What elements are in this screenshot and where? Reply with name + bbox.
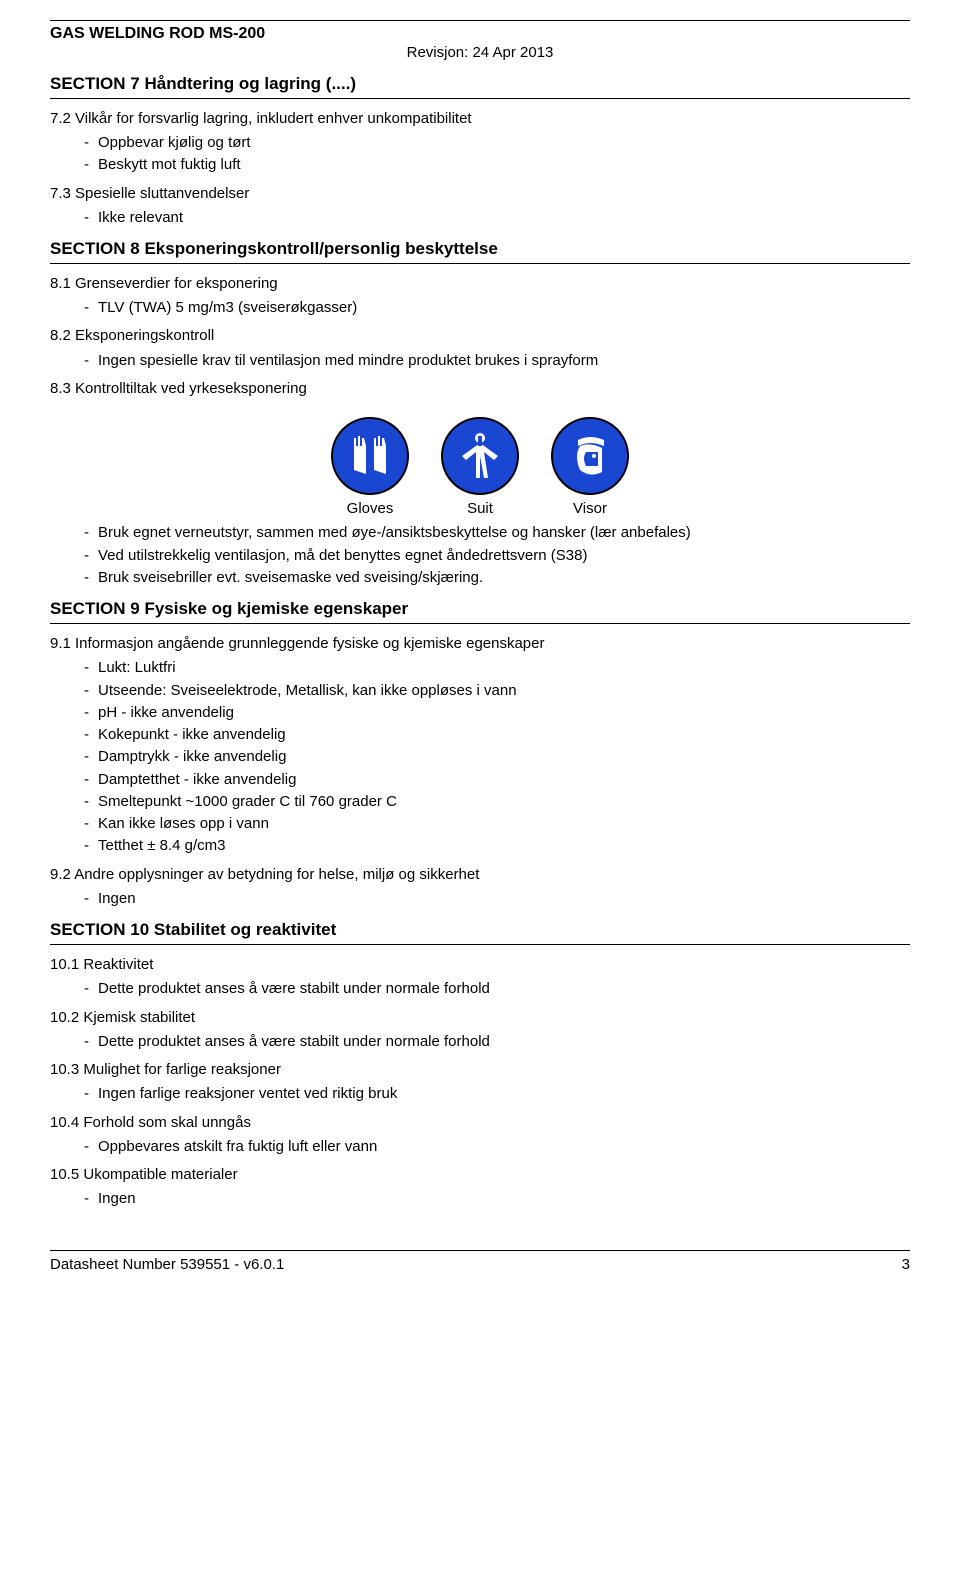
top-rule [50,20,910,21]
list-item: Lukt: Luktfri [84,658,910,678]
list-item: Ikke relevant [84,208,910,228]
subsection-10-3: 10.3 Mulighet for farlige reaksjoner [50,1060,910,1080]
visor-icon [551,417,629,495]
list-item: Ingen farlige reaksjoner ventet ved rikt… [84,1084,910,1104]
ppe-icon-visor: Visor [551,417,629,519]
subsection-9-1: 9.1 Informasjon angående grunnleggende f… [50,634,910,654]
list-item: Ingen [84,889,910,909]
list-item: Smeltepunkt ~1000 grader C til 760 grade… [84,792,910,812]
list-7-3: Ikke relevant [84,208,910,228]
icon-label: Visor [573,499,607,519]
page-number: 3 [902,1255,910,1275]
ppe-icon-gloves: Gloves [331,417,409,519]
list-item: Utseende: Sveiseelektrode, Metallisk, ka… [84,681,910,701]
subsection-8-2: 8.2 Eksponeringskontroll [50,326,910,346]
list-item: Dette produktet anses å være stabilt und… [84,979,910,999]
subsection-7-3: 7.3 Spesielle sluttanvendelser [50,184,910,204]
list-item: TLV (TWA) 5 mg/m3 (sveiserøkgasser) [84,298,910,318]
datasheet-number: Datasheet Number 539551 - v6.0.1 [50,1255,284,1275]
icon-label: Gloves [347,499,394,519]
list-item: Damptetthet - ikke anvendelig [84,770,910,790]
list-item: Dette produktet anses å være stabilt und… [84,1032,910,1052]
icon-label: Suit [467,499,493,519]
list-8-3: Bruk egnet verneutstyr, sammen med øye-/… [84,523,910,588]
list-10-3: Ingen farlige reaksjoner ventet ved rikt… [84,1084,910,1104]
subsection-9-2: 9.2 Andre opplysninger av betydning for … [50,865,910,885]
list-item: pH - ikke anvendelig [84,703,910,723]
ppe-icon-suit: Suit [441,417,519,519]
list-item: Tetthet ± 8.4 g/cm3 [84,836,910,856]
list-10-5: Ingen [84,1189,910,1209]
list-item: Kan ikke løses opp i vann [84,814,910,834]
list-item: Oppbevar kjølig og tørt [84,133,910,153]
list-9-1: Lukt: Luktfri Utseende: Sveiseelektrode,… [84,658,910,856]
list-item: Bruk sveisebriller evt. sveisemaske ved … [84,568,910,588]
footer: Datasheet Number 539551 - v6.0.1 3 [50,1251,910,1275]
list-item: Beskytt mot fuktig luft [84,155,910,175]
ppe-icons-row: Gloves Suit Visor [50,417,910,519]
list-item: Ingen [84,1189,910,1209]
list-7-2: Oppbevar kjølig og tørt Beskytt mot fukt… [84,133,910,176]
subsection-10-1: 10.1 Reaktivitet [50,955,910,975]
header: GAS WELDING ROD MS-200 [50,23,910,45]
list-item: Oppbevares atskilt fra fuktig luft eller… [84,1137,910,1157]
section-9-heading: SECTION 9 Fysiske og kjemiske egenskaper [50,598,910,624]
list-10-2: Dette produktet anses å være stabilt und… [84,1032,910,1052]
list-10-4: Oppbevares atskilt fra fuktig luft eller… [84,1137,910,1157]
section-8-heading: SECTION 8 Eksponeringskontroll/personlig… [50,238,910,264]
list-item: Ingen spesielle krav til ventilasjon med… [84,351,910,371]
revision-date: Revisjon: 24 Apr 2013 [50,43,910,63]
list-item: Damptrykk - ikke anvendelig [84,747,910,767]
section-7-heading: SECTION 7 Håndtering og lagring (....) [50,73,910,99]
gloves-icon [331,417,409,495]
product-title: GAS WELDING ROD MS-200 [50,23,265,45]
suit-icon [441,417,519,495]
subsection-7-2: 7.2 Vilkår for forsvarlig lagring, inklu… [50,109,910,129]
subsection-10-5: 10.5 Ukompatible materialer [50,1165,910,1185]
list-9-2: Ingen [84,889,910,909]
subsection-8-3: 8.3 Kontrolltiltak ved yrkeseksponering [50,379,910,399]
section-10-heading: SECTION 10 Stabilitet og reaktivitet [50,919,910,945]
subsection-10-2: 10.2 Kjemisk stabilitet [50,1008,910,1028]
list-item: Bruk egnet verneutstyr, sammen med øye-/… [84,523,910,543]
list-10-1: Dette produktet anses å være stabilt und… [84,979,910,999]
list-item: Kokepunkt - ikke anvendelig [84,725,910,745]
list-8-1: TLV (TWA) 5 mg/m3 (sveiserøkgasser) [84,298,910,318]
subsection-10-4: 10.4 Forhold som skal unngås [50,1113,910,1133]
list-item: Ved utilstrekkelig ventilasjon, må det b… [84,546,910,566]
list-8-2: Ingen spesielle krav til ventilasjon med… [84,351,910,371]
subsection-8-1: 8.1 Grenseverdier for eksponering [50,274,910,294]
